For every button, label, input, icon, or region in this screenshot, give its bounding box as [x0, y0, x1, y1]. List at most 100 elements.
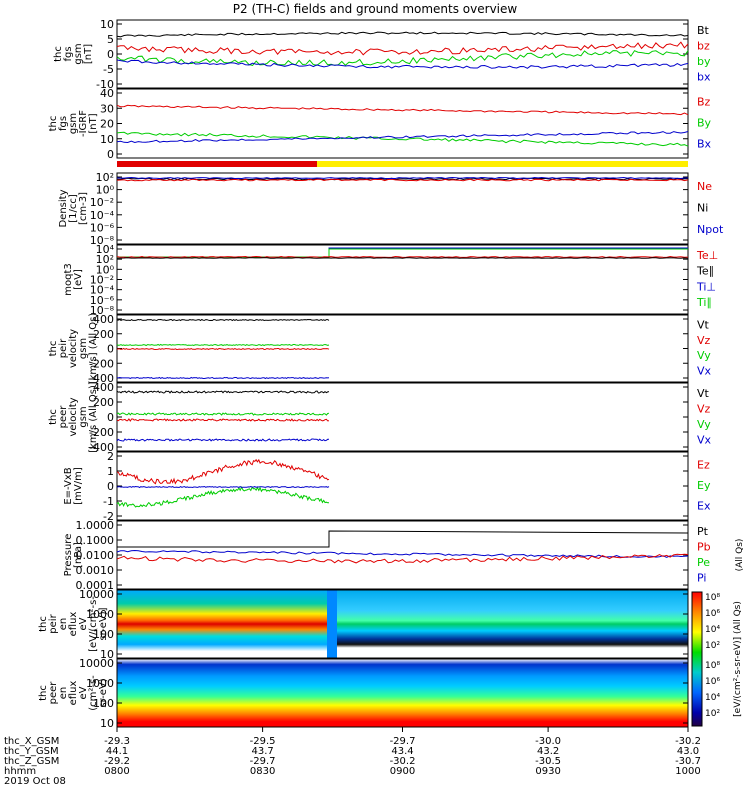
- legend-entry: Vt: [697, 319, 710, 332]
- series-line: [116, 486, 329, 508]
- y-tick-label: 5: [107, 33, 114, 46]
- legend-entry: Te⊥: [696, 249, 718, 262]
- y-tick-label: 10⁻⁸: [90, 234, 115, 247]
- legend-entry: Ti∥: [696, 296, 712, 309]
- y-label-line: velocity: [68, 329, 79, 368]
- legend-entry: Ey: [697, 479, 711, 492]
- series-line: [116, 390, 330, 394]
- y-tick-label: 0: [107, 411, 114, 424]
- y-tick-label: 100: [93, 697, 114, 710]
- y-tick-label: 10²: [96, 171, 114, 184]
- legend-entry: Vt: [697, 387, 710, 400]
- y-tick-label: 200: [93, 396, 114, 409]
- y-label-line: [km/s (All Qs)]: [88, 381, 99, 453]
- y-tick-label: 1000: [86, 677, 114, 690]
- legend-entry: Vx: [697, 433, 712, 446]
- series-line: [116, 553, 689, 564]
- y-tick-label: 10: [100, 133, 114, 146]
- panel-frame: [116, 382, 689, 452]
- x-tick-label: -30.2: [675, 736, 701, 747]
- legend-entry: Ni: [697, 202, 708, 215]
- y-label-line: Density: [58, 189, 69, 227]
- y-label-line: Pressure: [63, 534, 74, 577]
- date-label: 2019 Oct 08: [4, 776, 66, 787]
- y-axis-label: thc fgs gsm -IGRF [nT]: [48, 110, 99, 137]
- legend-entry: Vy: [697, 349, 711, 362]
- colorbar-label: [eV/(cm²-s-sr-eV)] (All Qs): [733, 601, 743, 717]
- y-axis-label: E=-VxB [mV/m]: [63, 467, 84, 505]
- y-tick-label: 1: [107, 465, 114, 478]
- right-label: (All Qs): [735, 539, 745, 572]
- phase-bar-red: [117, 161, 317, 167]
- panel-frame: [116, 589, 689, 659]
- y-tick-label: 1000: [86, 608, 114, 621]
- y-label-line: [1/cc]: [68, 194, 79, 223]
- y-label-line: sr-eV): [98, 678, 109, 707]
- panel-frame: [116, 244, 689, 315]
- y-tick-label: 10⁻⁶: [90, 221, 115, 234]
- figure-title: P2 (TH-C) fields and ground moments over…: [233, 2, 518, 16]
- y-label-line: [eV/(cm²-s-: [88, 596, 99, 652]
- y-tick-label: 20: [100, 118, 114, 131]
- panel-frame: [116, 172, 689, 245]
- spectrogram-peir-a: [117, 590, 329, 658]
- colorbar-tick: 10⁴: [705, 693, 720, 703]
- y-label-line: eflux: [68, 681, 79, 706]
- series-line: [116, 376, 330, 380]
- y-tick-label: 10000: [79, 588, 114, 601]
- x-tick-label: -30.0: [535, 736, 561, 747]
- y-tick-label: 40: [100, 87, 114, 100]
- y-label-line: [km/s] (All Qs): [88, 313, 99, 385]
- legend-entry: Bt: [697, 24, 710, 37]
- x-tick-label: 0930: [535, 766, 560, 777]
- y-axis-label: Density [1/cc] [cm-3]: [58, 189, 89, 227]
- y-label-line: thc: [38, 616, 49, 632]
- y-axis-label: thc fgs gsm [nT]: [53, 43, 94, 64]
- y-tick-label: 2: [107, 450, 114, 463]
- y-label-line: eV: [78, 617, 89, 630]
- y-label-line: en: [58, 618, 69, 631]
- panel-7: 2 1 0 -1 -2 E=-VxB [mV/m] Ez Ey Ex: [63, 450, 711, 523]
- colorbar-tick: 10⁸: [705, 593, 720, 603]
- x-tick-label: 0800: [104, 766, 129, 777]
- legend-entry: Te∥: [696, 265, 714, 278]
- y-tick-label: -2: [103, 510, 114, 523]
- colorbar-gradient: [691, 591, 703, 727]
- y-label-line: [mV/m]: [73, 467, 84, 505]
- y-tick-label: 10: [100, 717, 114, 730]
- legend-entry: Vz: [697, 402, 711, 415]
- x-tick-label: -30.2: [390, 756, 416, 767]
- y-label-line: [nPa]: [73, 542, 84, 568]
- x-row-label: thc_Z_GSM: [4, 756, 59, 767]
- y-tick-label: 0: [107, 343, 114, 356]
- colorbar-tick: 10²: [705, 709, 720, 719]
- x-tick-label: 1000: [675, 766, 700, 777]
- y-axis-label: thc peir en eflux eV [eV/(cm²-s-sr-eV)]: [38, 596, 109, 652]
- y-label-line: sr-eV)]: [98, 607, 109, 640]
- y-tick-label: 0: [107, 480, 114, 493]
- legend-entry: Vx: [697, 364, 712, 377]
- panel-frame: [116, 88, 689, 159]
- series-line: [117, 318, 330, 322]
- series-line: [116, 255, 689, 259]
- x-tick-label: 43.2: [537, 746, 559, 757]
- series-line: [117, 530, 689, 548]
- y-tick-label: 10⁻⁶: [90, 294, 115, 307]
- series-line: [116, 177, 689, 181]
- y-tick-label: 10⁰: [96, 263, 115, 276]
- x-tick-label: -30.7: [675, 756, 701, 767]
- y-label-line: E=-VxB: [63, 467, 74, 504]
- y-axis-label: thc peer en eflux eV (cm²-s-sr-eV): [38, 675, 109, 711]
- y-label-line: thc: [48, 341, 59, 357]
- x-tick-label: 43.0: [677, 746, 699, 757]
- y-tick-label: 10²: [96, 253, 114, 266]
- y-label-line: [nT]: [88, 113, 99, 133]
- legend-entry: bx: [697, 70, 711, 83]
- x-tick-label: 44.1: [106, 746, 128, 757]
- y-tick-label: 400: [93, 313, 114, 326]
- series-line: [116, 438, 329, 442]
- legend-entry: Vz: [697, 334, 711, 347]
